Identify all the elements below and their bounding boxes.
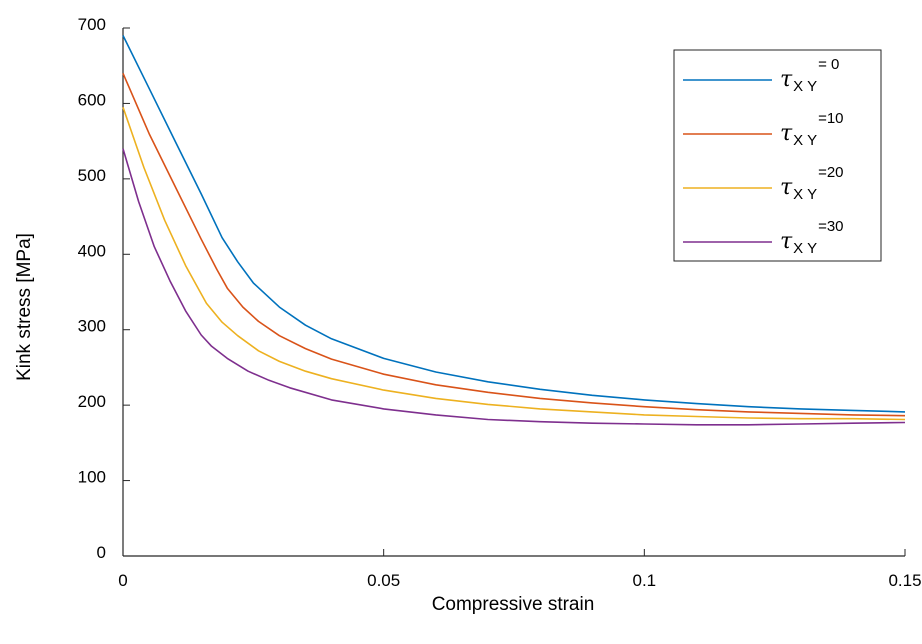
y-tick-label: 700 xyxy=(78,15,106,34)
legend-symbol: τ xyxy=(780,121,793,146)
tick-labels: 0 0.05 0.1 0.15 0 100 200 300 400 500 600 700 xyxy=(78,15,922,590)
legend-symbol: τ xyxy=(780,175,793,200)
y-axis-title: Kink stress [MPa] xyxy=(14,233,35,381)
legend-symbol: τ xyxy=(780,229,793,254)
y-tick-label: 100 xyxy=(78,468,106,487)
x-tick-label: 0 xyxy=(118,571,127,590)
y-tick-label: 200 xyxy=(78,392,106,411)
series-line-3 xyxy=(122,148,906,426)
legend-suffix: =20 xyxy=(818,164,843,181)
legend-subscript: X Y xyxy=(793,240,817,257)
legend-entry-3: τX Y=30 xyxy=(780,218,844,257)
legend-subscript: X Y xyxy=(793,78,817,95)
legend-box xyxy=(673,49,882,262)
x-tick-label: 0.1 xyxy=(633,571,657,590)
legend-subscript: X Y xyxy=(793,132,817,149)
series-line-0 xyxy=(122,35,906,413)
y-tick-label: 0 xyxy=(97,543,106,562)
series-line-1 xyxy=(122,72,906,417)
legend-subscript: X Y xyxy=(793,186,817,203)
axes xyxy=(122,28,905,557)
y-tick-label: 600 xyxy=(78,90,106,109)
legend-entry-2: τX Y=20 xyxy=(780,164,844,203)
legend-symbol: τ xyxy=(780,67,793,92)
x-tick-label: 0.05 xyxy=(367,571,400,590)
series-lines xyxy=(122,35,906,426)
y-tick-label: 400 xyxy=(78,241,106,260)
y-tick-label: 300 xyxy=(78,317,106,336)
y-tick-label: 500 xyxy=(78,166,106,185)
legend-entry-1: τX Y=10 xyxy=(780,110,844,149)
ticks xyxy=(122,27,906,557)
legend-suffix: =30 xyxy=(818,218,843,235)
series-line-2 xyxy=(122,106,906,421)
x-axis-title: Compressive strain xyxy=(432,594,595,615)
legend-suffix: =10 xyxy=(818,110,843,127)
legend-suffix: = 0 xyxy=(818,56,839,73)
x-tick-label: 0.15 xyxy=(888,571,921,590)
legend-entry-0: τX Y= 0 xyxy=(780,56,839,95)
